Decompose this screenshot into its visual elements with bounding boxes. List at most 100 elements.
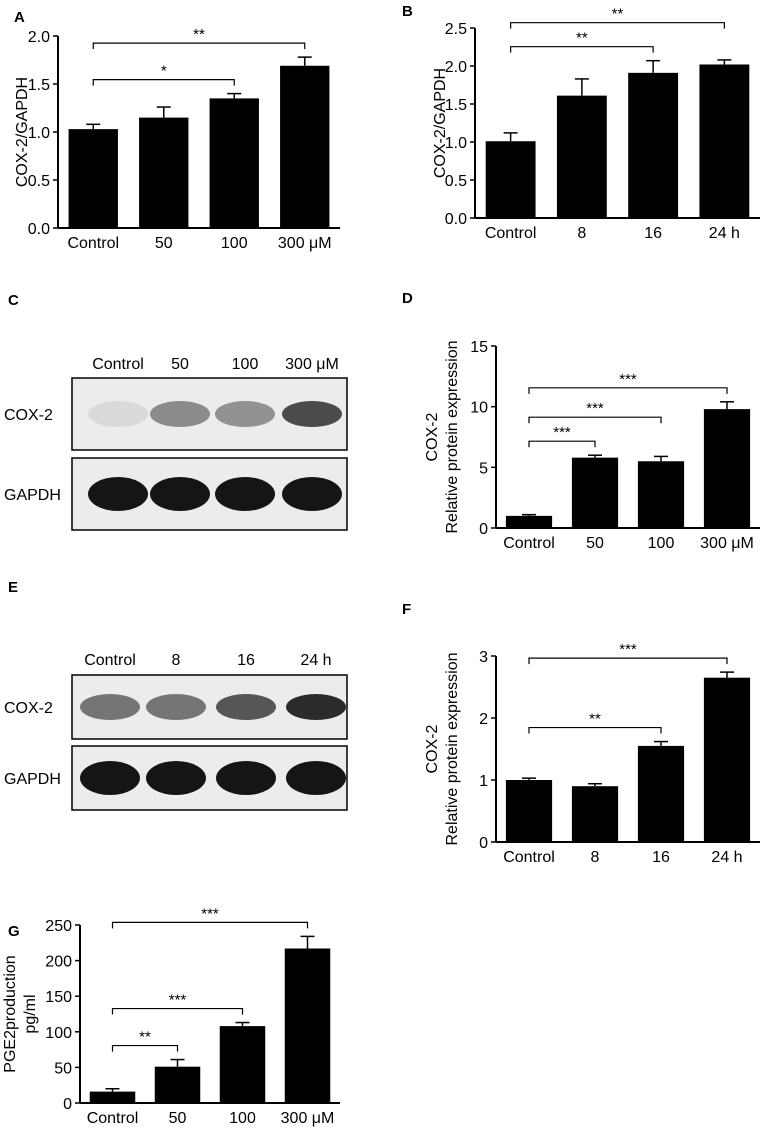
bar xyxy=(154,1066,201,1103)
y-axis-label-line: Relative protein expression xyxy=(444,341,461,534)
significance-bracket xyxy=(528,657,728,665)
panel-letter: B xyxy=(402,3,413,20)
x-tick-label: 16 xyxy=(644,225,662,242)
significance-label: ** xyxy=(139,1029,151,1046)
bar xyxy=(628,72,679,218)
blot-band xyxy=(282,477,342,511)
significance-label: ** xyxy=(589,711,601,728)
significance-label: *** xyxy=(169,992,187,1009)
blot-band xyxy=(215,401,275,427)
blot-band xyxy=(286,694,346,720)
y-tick-label: 100 xyxy=(45,1025,72,1042)
blot-band xyxy=(150,477,210,511)
x-tick-label: 100 xyxy=(648,535,675,552)
bar xyxy=(139,117,189,228)
bar xyxy=(280,65,330,228)
blot-band xyxy=(80,761,140,795)
significance-bracket xyxy=(510,22,725,29)
blot-band xyxy=(216,694,276,720)
lane-label: 300 μM xyxy=(285,356,339,373)
y-tick-label: 1.5 xyxy=(28,77,50,94)
significance-bracket xyxy=(528,726,662,734)
x-tick-label: 50 xyxy=(155,235,173,252)
bar xyxy=(703,409,751,528)
significance-bracket xyxy=(111,1007,244,1015)
blot-band xyxy=(80,694,140,720)
y-tick-label: 2.5 xyxy=(445,21,467,38)
y-axis-label: COX-2/GAPDH xyxy=(14,77,31,187)
y-tick-label: 0.5 xyxy=(445,173,467,190)
lane-label: 8 xyxy=(172,652,181,669)
panel-letter: D xyxy=(402,290,413,307)
blot-panel-e: E Control 8 16 24 h COX-2 GAPDH xyxy=(4,579,348,811)
y-axis-label-line: COX-2 xyxy=(424,412,441,461)
x-tick-label: 16 xyxy=(652,849,670,866)
significance-bracket xyxy=(92,79,235,86)
y-axis-label-line: PGE2production xyxy=(2,955,19,1072)
x-tick-label: Control xyxy=(503,535,555,552)
panel-letter: E xyxy=(8,579,18,596)
bar xyxy=(703,677,751,842)
chart-panel-b: B 0.0 0.5 1.0 1.5 2.0 2.5 COX-2/GAPDH Control 8 16… xyxy=(402,3,760,242)
blot-band xyxy=(286,761,346,795)
y-tick-label: 150 xyxy=(45,989,72,1006)
y-tick-label: 1.0 xyxy=(28,125,50,142)
x-tick-label: 24 h xyxy=(709,225,740,242)
y-tick-label: 1.0 xyxy=(445,135,467,152)
significance-label: *** xyxy=(619,641,637,658)
bar xyxy=(485,141,536,218)
lane-label: 100 xyxy=(232,356,259,373)
y-tick-label: 0.5 xyxy=(28,173,50,190)
x-tick-label: 300 μM xyxy=(700,535,754,552)
bar xyxy=(637,745,685,842)
blot-row-label: GAPDH xyxy=(4,487,61,504)
bar xyxy=(284,948,331,1103)
x-tick-label: Control xyxy=(87,1110,139,1127)
bar xyxy=(209,98,259,229)
panel-letter: A xyxy=(14,9,25,26)
chart-panel-f: F 0 1 2 3 COX-2 Relative protein expression Con… xyxy=(402,601,760,866)
significance-label: *** xyxy=(201,905,219,922)
significance-bracket xyxy=(111,921,309,929)
bar xyxy=(68,129,118,228)
x-tick-label: 100 xyxy=(221,235,248,252)
y-tick-label: 3 xyxy=(479,649,488,666)
y-tick-label: 2 xyxy=(479,711,488,728)
lane-label: 16 xyxy=(237,652,255,669)
y-tick-label: 0.0 xyxy=(28,221,50,238)
significance-bracket xyxy=(528,387,728,394)
x-tick-label: 24 h xyxy=(711,849,742,866)
bar xyxy=(571,786,619,842)
bar xyxy=(505,515,553,528)
blot-band xyxy=(216,761,276,795)
bar xyxy=(505,780,553,842)
lane-label: Control xyxy=(92,356,144,373)
y-tick-label: 250 xyxy=(45,918,72,935)
bar xyxy=(219,1026,266,1103)
lane-label: Control xyxy=(84,652,136,669)
y-tick-label: 0 xyxy=(479,835,488,852)
significance-label: ** xyxy=(193,26,205,43)
y-axis-label-line: COX-2 xyxy=(424,724,441,773)
y-axis-label: COX-2/GAPDH xyxy=(432,68,449,178)
significance-label: ** xyxy=(612,6,624,23)
x-tick-label: 300 μM xyxy=(281,1110,335,1127)
significance-label: *** xyxy=(619,371,637,388)
x-tick-label: 50 xyxy=(586,535,604,552)
lane-label: 50 xyxy=(171,356,189,373)
significance-label: ** xyxy=(576,30,588,47)
bar xyxy=(571,457,619,528)
blot-row-label: COX-2 xyxy=(4,407,53,424)
panel-letter: G xyxy=(8,923,20,940)
blot-band xyxy=(146,761,206,795)
y-tick-label: 2.0 xyxy=(445,59,467,76)
significance-bracket xyxy=(111,1044,179,1052)
x-tick-label: Control xyxy=(503,849,555,866)
blot-band xyxy=(88,401,148,427)
bar xyxy=(699,64,750,218)
y-tick-label: 2.0 xyxy=(28,29,50,46)
y-tick-label: 5 xyxy=(479,460,488,477)
x-tick-label: 8 xyxy=(591,849,600,866)
x-tick-label: 50 xyxy=(169,1110,187,1127)
